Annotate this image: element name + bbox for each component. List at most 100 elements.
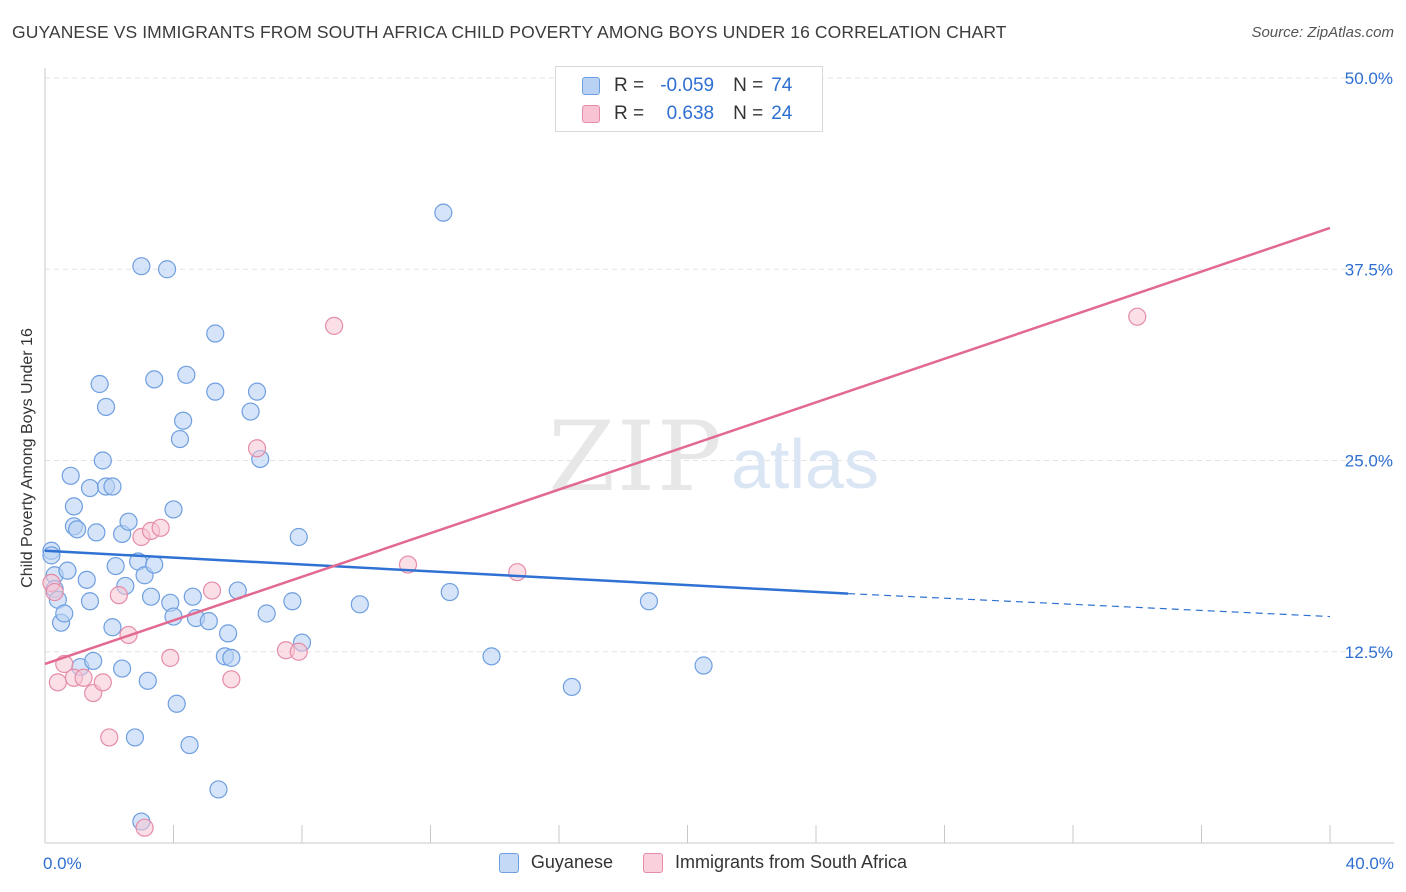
south-africa-point <box>247 439 267 458</box>
r-value: 0.638 <box>666 103 715 124</box>
n-label: N = <box>733 75 764 96</box>
south-africa-point <box>151 518 170 537</box>
points-layer <box>42 203 1147 837</box>
guyanese-point <box>138 671 157 690</box>
south-africa-swatch <box>642 852 663 873</box>
guyanese-point <box>157 260 177 279</box>
legend-item-guyanese: Guyanese <box>498 852 613 873</box>
y-tick-label: 25.0% <box>1345 452 1393 471</box>
n-label: N = <box>733 103 764 124</box>
guyanese-point <box>77 570 96 589</box>
guyanese-point <box>145 370 164 389</box>
guyanese-point <box>206 382 225 401</box>
guyanese-point <box>141 587 161 606</box>
n-value: 24 <box>771 103 793 124</box>
guyanese-point <box>64 497 84 516</box>
guyanese-point <box>440 582 459 602</box>
y-tick-label: 50.0% <box>1345 69 1393 88</box>
guyanese-point <box>199 612 218 631</box>
south-africa-point <box>222 670 241 689</box>
guyanese-point <box>257 604 276 623</box>
south-africa-point <box>74 668 93 687</box>
guyanese-point <box>80 478 100 498</box>
stats-legend: R = -0.059 N = 74 R = 0.638 N = 24 <box>555 66 823 132</box>
south-africa-swatch <box>582 105 600 123</box>
guyanese-point <box>639 592 659 611</box>
guyanese-point <box>180 735 199 755</box>
guyanese-point <box>283 592 302 611</box>
guyanese-point <box>183 587 202 606</box>
watermark-atlas: atlas <box>731 425 879 503</box>
guyanese-point <box>145 555 164 574</box>
guyanese-point <box>167 694 186 713</box>
guyanese-point <box>93 451 112 470</box>
legend-row-south-africa: R = 0.638 N = 24 <box>582 102 792 126</box>
guyanese-point <box>219 624 238 643</box>
guyanese-point <box>174 411 193 430</box>
guyanese-point <box>68 520 87 539</box>
x-tick-label: 0.0% <box>43 854 82 873</box>
legend-row-guyanese: R = -0.059 N = 74 <box>582 74 792 98</box>
r-label: R = <box>614 103 645 124</box>
guyanese-point <box>164 500 183 519</box>
n-value: 74 <box>771 75 793 96</box>
south-africa-point <box>289 642 308 661</box>
legend-label: Guyanese <box>530 852 613 872</box>
guyanese-point <box>350 595 369 614</box>
x-tick-label: 40.0% <box>1346 854 1394 873</box>
watermark-zip: ZIP <box>548 401 723 513</box>
guyanese-point <box>177 365 196 384</box>
guyanese-point <box>106 556 125 576</box>
south-africa-point <box>48 673 67 692</box>
r-value: -0.059 <box>660 75 715 96</box>
guyanese-point <box>694 656 713 675</box>
south-africa-point <box>508 563 527 582</box>
south-africa-point <box>109 586 128 605</box>
grid-layer <box>45 77 1394 653</box>
south-africa-point <box>100 728 119 747</box>
guyanese-point <box>87 523 106 542</box>
chart-title: GUYANESE VS IMMIGRANTS FROM SOUTH AFRICA… <box>12 22 1007 42</box>
series-legend: Guyanese Immigrants from South Africa <box>0 852 1406 873</box>
guyanese-point <box>61 466 80 485</box>
trend-layer <box>44 226 1331 666</box>
source-label: Source: ZipAtlas.com <box>1251 24 1394 41</box>
guyanese-point <box>434 203 453 222</box>
guyanese-swatch <box>498 852 519 873</box>
south-africa-point <box>325 316 344 335</box>
guyanese-point <box>42 546 61 565</box>
guyanese-trend-extension <box>848 593 1331 618</box>
south-africa-point <box>161 648 180 667</box>
guyanese-point <box>289 527 308 547</box>
guyanese-point <box>125 728 145 747</box>
south-africa-trend-line <box>44 226 1331 666</box>
guyanese-point <box>206 324 225 343</box>
y-tick-label: 37.5% <box>1345 260 1393 279</box>
guyanese-point <box>209 780 228 799</box>
y-tick-label: 12.5% <box>1345 643 1393 662</box>
guyanese-point <box>80 592 100 611</box>
guyanese-point <box>96 397 116 417</box>
guyanese-point <box>562 677 581 697</box>
guyanese-point <box>241 402 260 421</box>
guyanese-point <box>222 648 241 667</box>
guyanese-point <box>90 374 109 394</box>
guyanese-trend-line <box>44 549 849 595</box>
guyanese-point <box>482 647 501 666</box>
guyanese-point <box>84 651 103 671</box>
guyanese-point <box>58 561 77 580</box>
axis-layer: 12.5% 25.0% 37.5% 50.0% 0.0% 40.0% <box>43 68 1394 873</box>
south-africa-point <box>93 673 112 692</box>
guyanese-point <box>247 382 267 401</box>
r-label: R = <box>614 75 645 96</box>
guyanese-point <box>112 659 132 678</box>
legend-label: Immigrants from South Africa <box>674 852 908 872</box>
guyanese-point <box>55 604 74 623</box>
legend-item-south-africa: Immigrants from South Africa <box>642 852 908 873</box>
guyanese-point <box>119 512 138 531</box>
south-africa-point <box>1128 307 1147 326</box>
guyanese-point <box>170 429 190 449</box>
guyanese-point <box>103 618 122 637</box>
guyanese-swatch <box>582 77 600 95</box>
